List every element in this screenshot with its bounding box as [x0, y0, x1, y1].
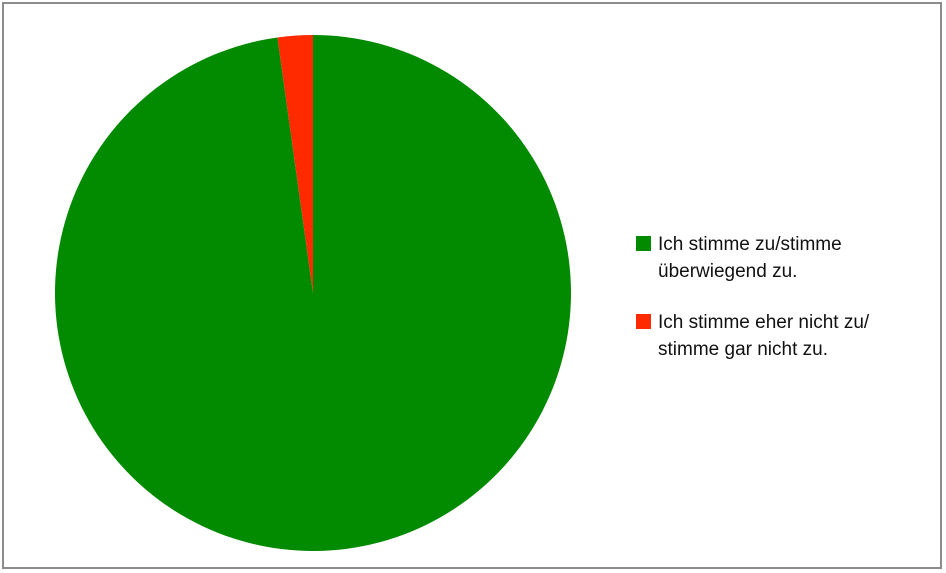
- legend: Ich stimme zu/stimme überwiegend zu. Ich…: [636, 231, 936, 387]
- legend-swatch-disagree: [636, 314, 651, 329]
- pie-slice-agree: [54, 35, 571, 551]
- legend-item-disagree: Ich stimme eher nicht zu/ stimme gar nic…: [636, 309, 936, 363]
- legend-label-disagree: Ich stimme eher nicht zu/ stimme gar nic…: [658, 312, 870, 360]
- pie-slice-disagree: [277, 35, 313, 293]
- legend-label-agree: Ich stimme zu/stimme überwiegend zu.: [658, 234, 842, 282]
- legend-swatch-agree: [636, 236, 651, 251]
- legend-item-agree: Ich stimme zu/stimme überwiegend zu.: [636, 231, 936, 285]
- pie-chart: [54, 35, 571, 551]
